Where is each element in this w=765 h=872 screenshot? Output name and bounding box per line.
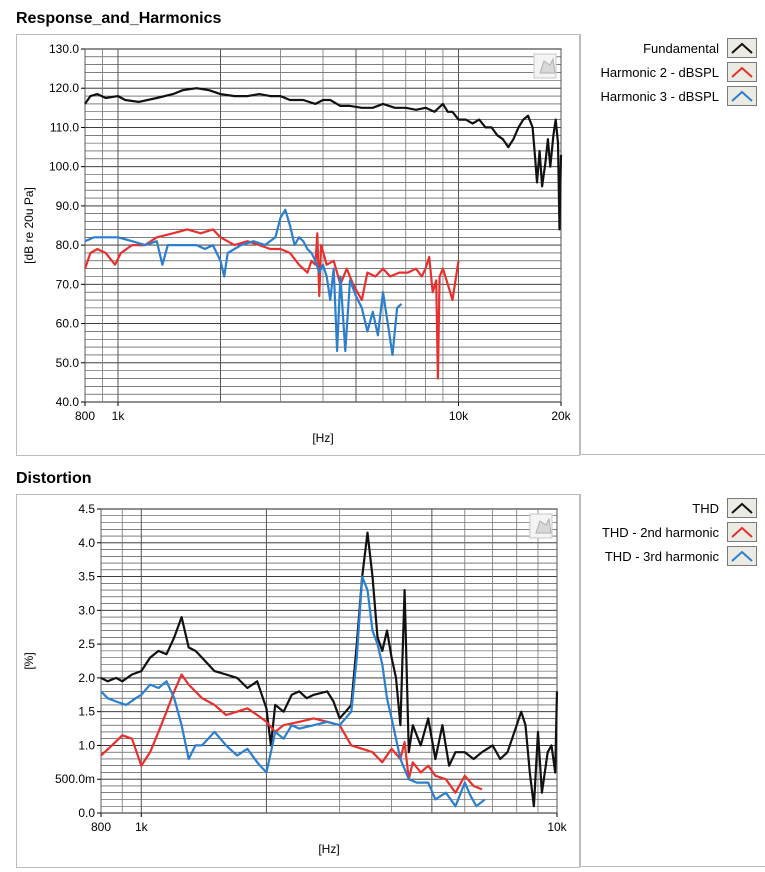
y-axis-label: [%] (22, 652, 36, 669)
x-tick-label: 10k (449, 409, 469, 423)
line-swatch-icon[interactable] (727, 86, 757, 106)
x-tick-label: 800 (91, 820, 111, 834)
x-tick-label: 20k (551, 409, 571, 423)
x-axis-ticks: 800 1k 10k (91, 813, 568, 834)
y-tick-label: 40.0 (56, 395, 80, 409)
x-axis-label: [Hz] (312, 431, 333, 445)
y-tick-label: 100.0 (49, 160, 79, 174)
x-axis-ticks: 800 1k 10k 20k (75, 402, 572, 423)
line-swatch-icon[interactable] (727, 546, 757, 566)
legend-item-thd[interactable]: THD (692, 498, 757, 518)
y-tick-label: 120.0 (49, 81, 79, 95)
y-tick-label: 1.0 (78, 738, 95, 752)
graph-tool-icon[interactable] (529, 513, 553, 539)
response-chart: 40.0 50.0 60.0 70.0 80.0 90.0 100.0 110.0 120.0 1… (22, 42, 572, 445)
x-tick-label: 1k (135, 820, 149, 834)
y-axis-ticks: 0.0 500.0m 1.0 1.5 2.0 2.5 3.0 3.5 4.0 4.5 (55, 502, 101, 820)
y-tick-label: 2.0 (78, 671, 95, 685)
y-tick-label: 60.0 (56, 317, 80, 331)
line-swatch-icon[interactable] (727, 62, 757, 82)
series-line-3 (100, 575, 486, 808)
series-group (100, 531, 559, 808)
legend-item-fundamental[interactable]: Fundamental (643, 38, 757, 58)
vertical-grid (100, 509, 558, 813)
series-line-3 (84, 208, 403, 356)
y-tick-label: 1.5 (78, 705, 95, 719)
series-line-1 (100, 531, 559, 808)
legend-label: THD - 2nd harmonic (601, 524, 719, 540)
y-tick-label: 80.0 (56, 238, 80, 252)
y-tick-label: 110.0 (50, 120, 79, 134)
legend-item-thd-2nd[interactable]: THD - 2nd harmonic (602, 522, 757, 542)
x-tick-label: 1k (112, 409, 126, 423)
legend-label: THD - 3rd harmonic (604, 548, 719, 564)
y-axis-label: [dB re 20u Pa] (22, 187, 36, 264)
y-tick-label: 50.0 (56, 356, 80, 370)
y-tick-label: 2.5 (78, 637, 95, 651)
series-line-2 (100, 673, 483, 794)
y-tick-label: 90.0 (56, 199, 80, 213)
y-tick-label: 70.0 (56, 277, 80, 291)
legend-item-thd-3rd[interactable]: THD - 3rd harmonic (605, 546, 757, 566)
response-chart-area: 40.0 50.0 60.0 70.0 80.0 90.0 100.0 110.0 120.0 1… (16, 34, 580, 456)
response-legend: Fundamental Harmonic 2 - dBSPL Harmonic … (580, 34, 765, 455)
y-tick-label: 130.0 (49, 42, 79, 56)
y-tick-label: 3.0 (78, 603, 95, 617)
graph-tool-icon[interactable] (533, 53, 557, 79)
chart-title-distortion: Distortion (16, 470, 92, 487)
line-swatch-icon[interactable] (727, 522, 757, 542)
series-group (83, 87, 563, 380)
horizontal-grid (101, 508, 557, 814)
x-tick-label: 800 (75, 409, 95, 423)
line-swatch-icon[interactable] (727, 498, 757, 518)
y-tick-label: 500.0m (55, 772, 95, 786)
legend-item-harmonic-2[interactable]: Harmonic 2 - dBSPL (600, 62, 757, 82)
legend-label: Fundamental (643, 40, 719, 56)
x-tick-label: 10k (547, 820, 567, 834)
legend-item-harmonic-3[interactable]: Harmonic 3 - dBSPL (600, 86, 757, 106)
chart-title-response: Response_and_Harmonics (16, 10, 222, 27)
x-axis-label: [Hz] (318, 842, 339, 856)
line-swatch-icon[interactable] (727, 38, 757, 58)
y-tick-label: 0.0 (78, 806, 95, 820)
distortion-chart: 0.0 500.0m 1.0 1.5 2.0 2.5 3.0 3.5 4.0 4.5 800 1k 10… (22, 502, 568, 856)
legend-label: Harmonic 3 - dBSPL (600, 88, 720, 104)
series-line-1 (84, 87, 563, 231)
legend-label: Harmonic 2 - dBSPL (600, 64, 720, 80)
y-tick-label: 4.5 (78, 502, 95, 516)
y-tick-label: 3.5 (78, 570, 95, 584)
y-tick-label: 4.0 (78, 536, 95, 550)
y-axis-ticks: 40.0 50.0 60.0 70.0 80.0 90.0 100.0 110.0 120.0 1… (49, 42, 85, 409)
legend-label: THD (692, 500, 719, 516)
plot-area (100, 508, 558, 814)
distortion-chart-area: 0.0 500.0m 1.0 1.5 2.0 2.5 3.0 3.5 4.0 4.5 800 1k 10… (16, 494, 580, 868)
distortion-legend: THD THD - 2nd harmonic THD - 3rd harmoni… (580, 494, 765, 867)
